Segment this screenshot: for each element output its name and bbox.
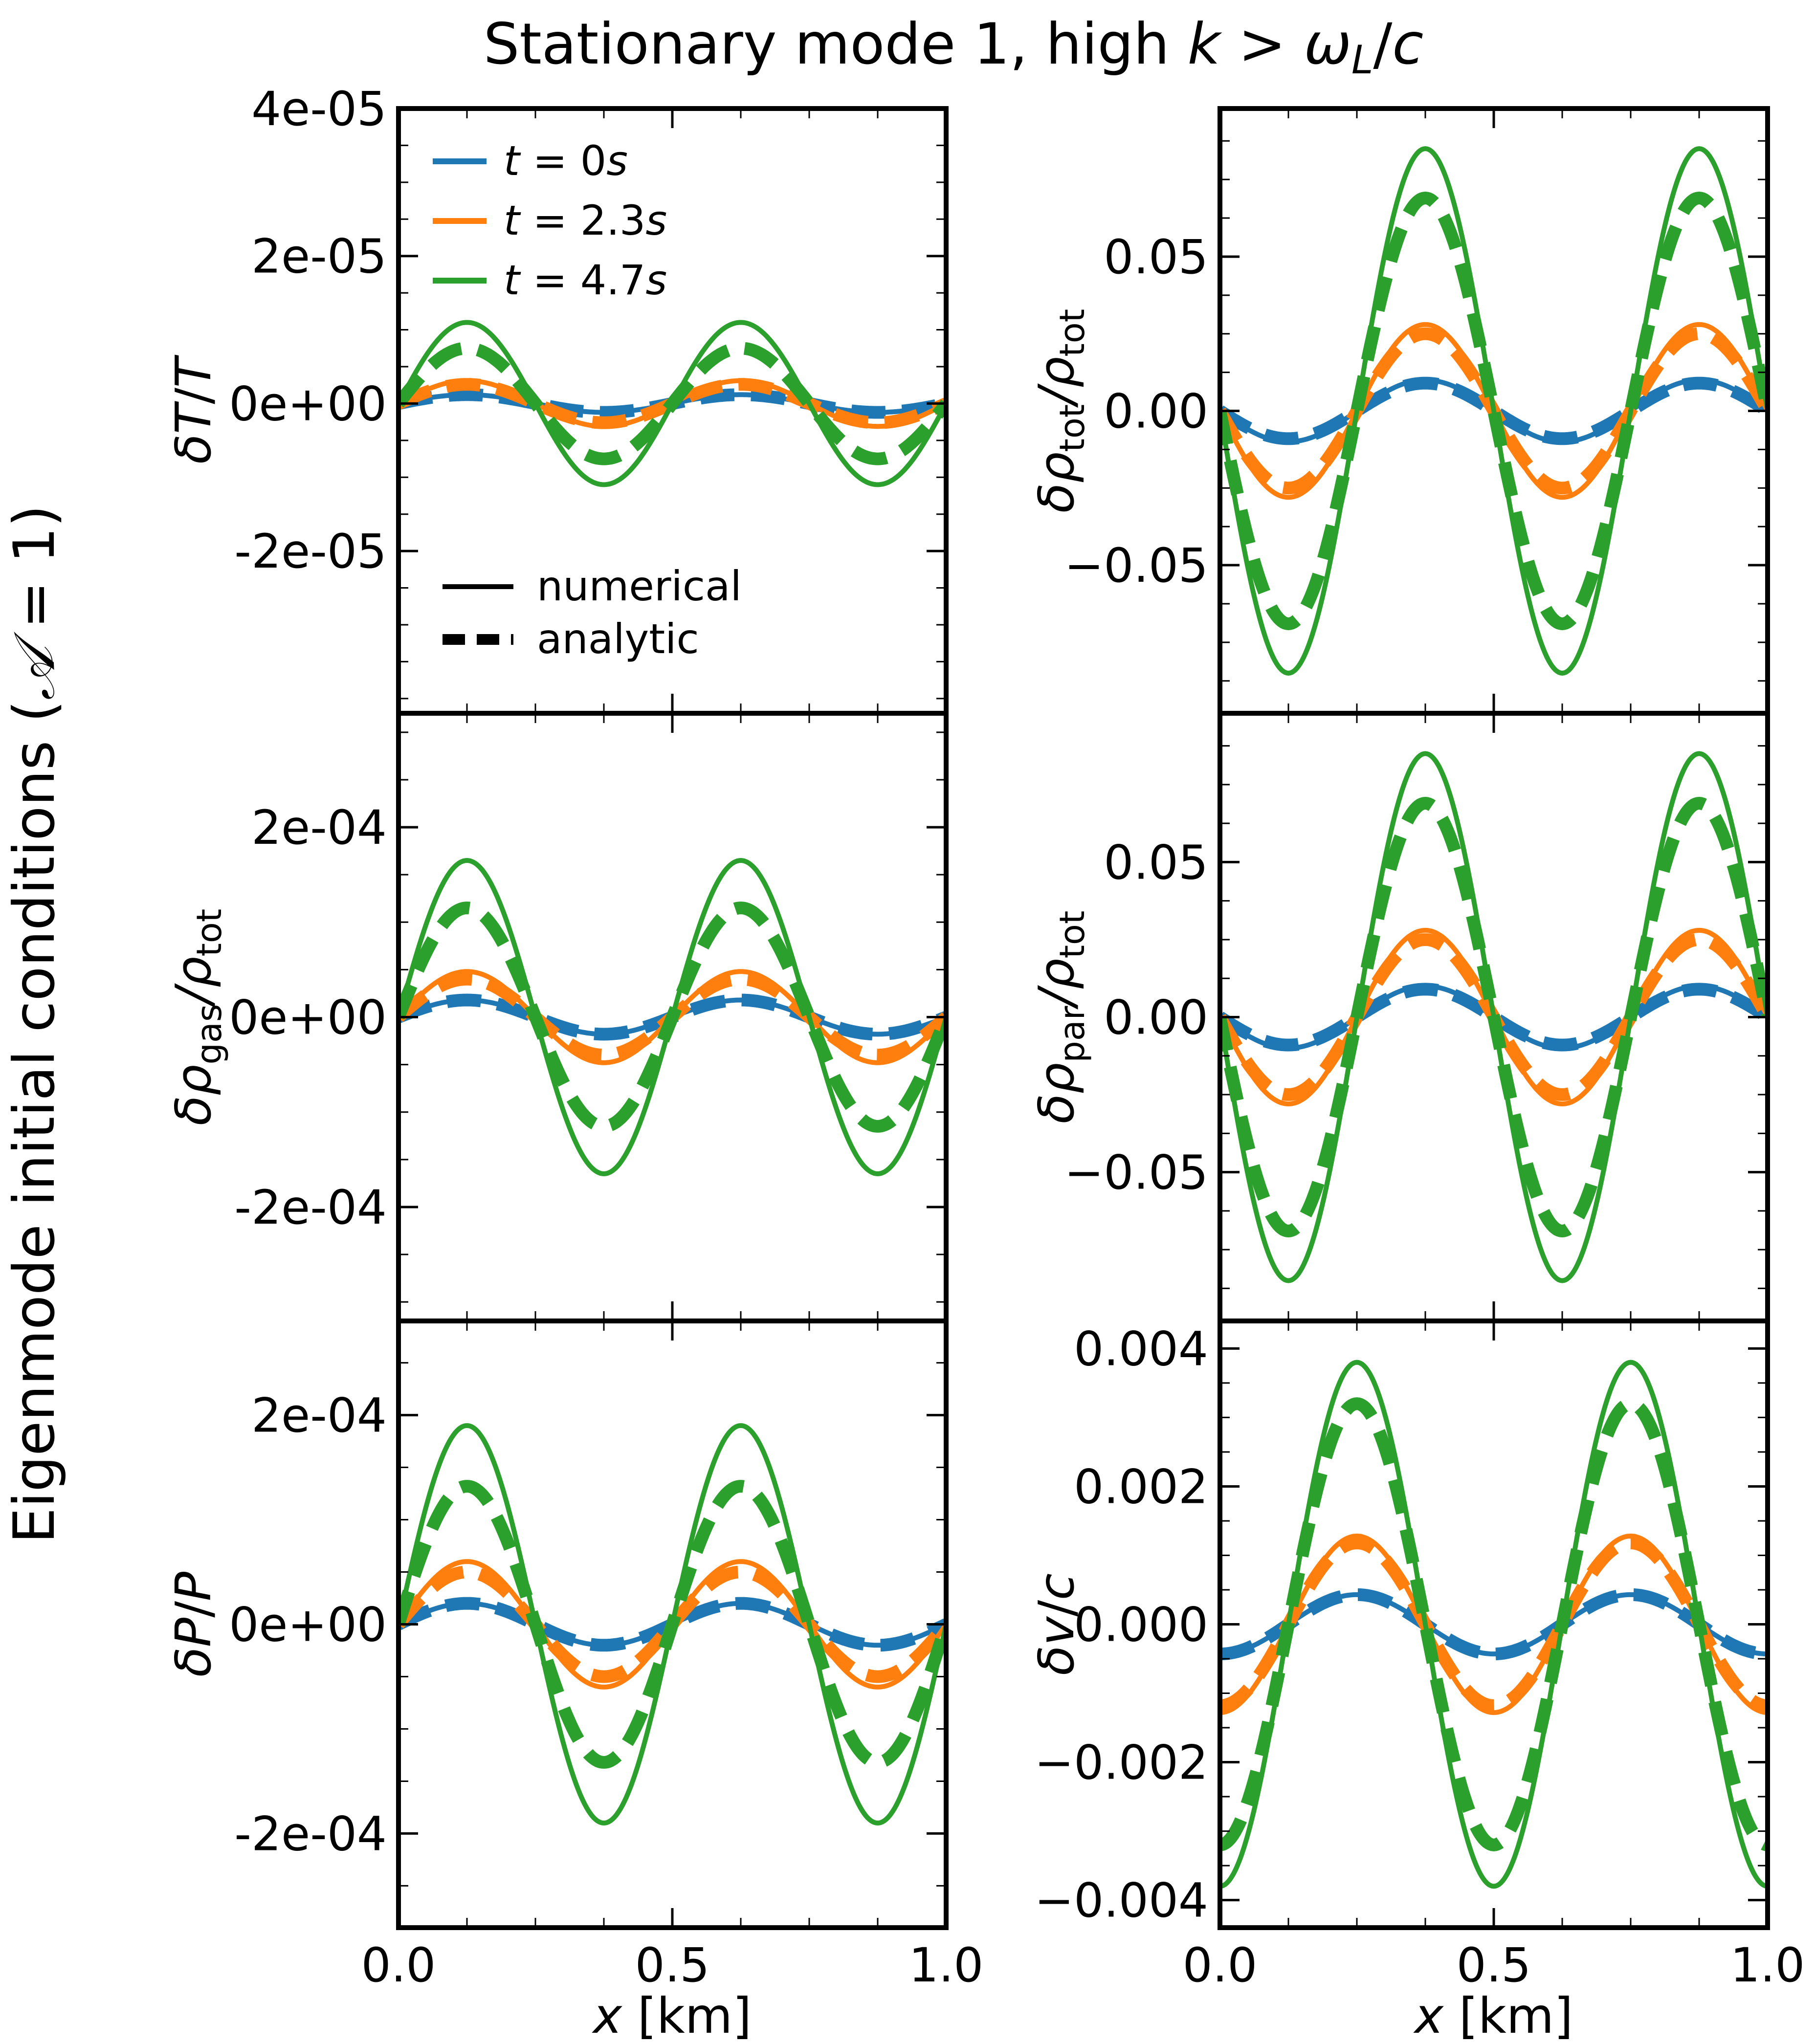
panel-curves: [1220, 751, 1768, 1283]
y-tick-label: 0.000: [1074, 1598, 1208, 1652]
figure-side-label: Eigenmode initial conditions (𝒜 = 1): [1, 505, 67, 1543]
x-axis-label: x [km]: [592, 1987, 752, 2044]
panel-curves: [399, 1423, 946, 1826]
y-tick-label: −0.004: [1035, 1873, 1208, 1928]
panel-curves: [1220, 1360, 1768, 1889]
panel-frame: [1218, 1319, 1770, 1930]
panel-dv: −0.004 −0.002 0.000 0.002 0.004 δv/c 0.0 0.5 1.0…: [1028, 1319, 1805, 2044]
y-axis-label: δv/c: [1028, 1573, 1085, 1675]
panel-curves: [399, 320, 946, 487]
figure-title: Stationary mode 1, high k > ωL/c: [484, 11, 1424, 83]
numerical-series-line: [1220, 751, 1768, 1283]
analytic-series-line: [399, 1565, 946, 1683]
y-axis-label: δρpar/ρtot: [1028, 911, 1092, 1124]
numerical-series-line: [1220, 1592, 1768, 1657]
legend-label: t = 0s: [504, 137, 628, 185]
panel-dP: -2e-04 0e+00 2e-04 δP/P 0.0 0.5 1.0 x [km]: [165, 1319, 984, 2044]
x-tick-label: 0.0: [361, 1938, 436, 1993]
analytic-series-line: [1220, 191, 1768, 631]
y-tick-label: -2e-05: [234, 524, 387, 579]
numerical-series-line: [1220, 146, 1768, 676]
numerical-series-line: [1220, 1360, 1768, 1889]
y-axis-label: δρtot/ρtot: [1028, 309, 1092, 513]
x-tick-label: 0.0: [1183, 1938, 1258, 1993]
y-tick-label: 0.05: [1104, 835, 1208, 890]
y-axis-label: δT/T: [165, 354, 222, 464]
y-tick-label: 0e+00: [229, 990, 387, 1045]
numerical-series-line: [1220, 1533, 1768, 1715]
y-tick-label: −0.05: [1064, 538, 1208, 593]
x-tick-label: 1.0: [909, 1938, 984, 1993]
y-tick-label: 4e-05: [251, 82, 387, 136]
y-tick-label: 2e-05: [251, 229, 387, 284]
panel-frame: [396, 1319, 949, 1930]
y-tick-label: 0.004: [1074, 1321, 1208, 1376]
y-tick-label: 2e-04: [251, 1388, 387, 1443]
y-axis-label: δρgas/ρtot: [165, 909, 229, 1125]
y-tick-label: 0e+00: [229, 1598, 387, 1652]
legend-label: t = 2.3s: [504, 197, 667, 244]
legend: t = 0s t = 2.3s t = 4.7s numerical analytic: [433, 137, 742, 663]
panel-drho_gas: -2e-04 0e+00 2e-04 δρgas/ρtot: [165, 711, 949, 1323]
x-axis-label: x [km]: [1413, 1987, 1573, 2044]
numerical-series-line: [399, 857, 946, 1177]
y-tick-label: 0.00: [1104, 990, 1208, 1045]
y-axis-label: δP/P: [165, 1571, 222, 1677]
x-tick-label: 0.5: [635, 1938, 710, 1993]
y-tick-label: −0.05: [1064, 1145, 1208, 1200]
y-tick-label: 0.00: [1104, 384, 1208, 439]
x-tick-label: 0.5: [1457, 1938, 1531, 1993]
y-tick-label: 0.002: [1074, 1459, 1208, 1514]
panel-curves: [1220, 146, 1768, 676]
y-tick-label: -2e-04: [234, 1806, 387, 1861]
y-tick-label: 0e+00: [229, 376, 387, 431]
x-tick-label: 1.0: [1730, 1938, 1805, 1993]
analytic-series-line: [1220, 1397, 1768, 1851]
legend-style-label: analytic: [537, 615, 699, 663]
y-tick-label: 2e-04: [251, 800, 387, 855]
y-tick-label: −0.002: [1035, 1736, 1208, 1790]
legend-style-label: numerical: [537, 562, 742, 610]
numerical-series-line: [399, 1423, 946, 1826]
y-tick-label: 0.05: [1104, 230, 1208, 285]
panel-curves: [399, 857, 946, 1177]
y-tick-label: -2e-04: [234, 1180, 387, 1235]
numerical-series-line: [399, 320, 946, 487]
legend-label: t = 4.7s: [504, 256, 667, 304]
